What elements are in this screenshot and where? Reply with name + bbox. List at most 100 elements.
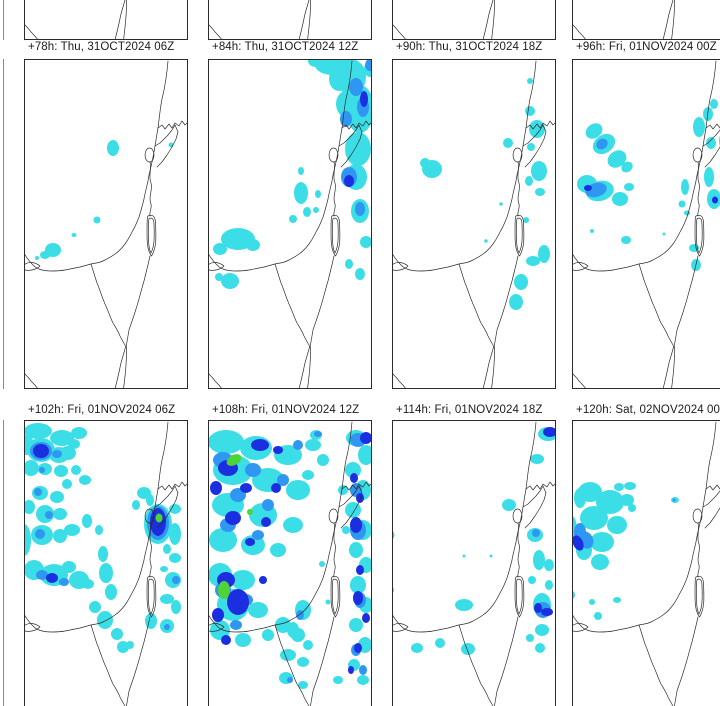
precip-blob-l1	[607, 150, 627, 168]
precip-blob-l1	[624, 183, 634, 191]
precip-blob-l2	[39, 467, 45, 473]
precip-blob-l1	[262, 629, 274, 641]
precip-blob-l1	[336, 90, 360, 118]
precip-blob-l1	[526, 634, 534, 642]
precip-blob-l3	[221, 635, 231, 645]
precip-blob-l3	[225, 511, 241, 525]
forecast-panel	[208, 59, 372, 389]
precip-blob-l1	[526, 256, 540, 266]
precip-blob-l1	[303, 640, 313, 650]
precip-blob-l1	[681, 179, 689, 195]
coastline-borders	[392, 421, 556, 706]
precip-blob-l2	[359, 665, 367, 675]
precip-blob-l1	[489, 554, 493, 558]
precip-blob-l1	[208, 430, 244, 454]
sea-of-galilee-outline	[692, 508, 703, 524]
precip-blob-l1	[280, 649, 296, 661]
precip-blob-l2	[52, 450, 62, 458]
sea-of-galilee-outline	[144, 508, 155, 524]
precip-blob-l1	[531, 161, 547, 181]
precip-blob-l3	[360, 432, 372, 444]
precip-blob-l3	[350, 473, 358, 483]
precip-blob-l1	[79, 475, 91, 485]
precip-blob-l1	[105, 584, 117, 600]
precip-blob-l1	[580, 506, 608, 530]
panel-frame	[572, 420, 720, 706]
precip-blob-l1	[678, 200, 686, 208]
precip-blob-l1	[319, 561, 325, 567]
precip-blob-l1	[169, 504, 181, 514]
precip-blob-l1	[533, 550, 545, 570]
panel-frame	[208, 0, 372, 40]
precip-blob-l1	[420, 158, 430, 168]
precip-blob-l1	[411, 643, 423, 653]
precip-blob-l1	[71, 427, 87, 439]
precip-blob-l1	[345, 502, 361, 518]
precip-blob-l1	[535, 624, 549, 636]
precip-blob-l3	[344, 175, 354, 187]
precip-blob-l1	[82, 579, 94, 589]
precip-blob-l3	[259, 576, 267, 584]
panel-title: +78h: Thu, 31OCT2024 06Z	[28, 41, 175, 53]
precip-blob-l1	[246, 239, 260, 251]
precip-blob-l3	[543, 427, 556, 437]
precip-blob-l1	[349, 618, 363, 632]
sea-of-galilee-outline	[144, 147, 155, 163]
precip-blob-l1	[525, 176, 533, 186]
coastline-borders	[208, 0, 311, 40]
precip-blob-l3	[245, 538, 255, 546]
precip-blob-l1	[514, 274, 528, 290]
precip-blob-l1	[345, 259, 353, 269]
precip-blob-l1	[317, 454, 329, 466]
precip-blob-l1	[345, 462, 361, 478]
precip-blob-l1	[329, 67, 349, 91]
precip-blob-l1	[325, 599, 331, 605]
forecast-panel	[24, 420, 188, 706]
precip-blob-l1	[82, 514, 92, 528]
coastline-borders	[24, 60, 188, 389]
precip-blob-l1	[545, 580, 553, 590]
precip-blob-l1	[283, 517, 303, 533]
precip-blob-l1	[509, 294, 523, 310]
precip-blob-l1	[338, 485, 348, 495]
precip-blob-l1	[71, 465, 81, 475]
precip-blob-l1	[71, 233, 77, 237]
panel-frame	[392, 420, 556, 706]
precip-blob-l3	[348, 666, 354, 674]
precip-blob-l2	[45, 511, 53, 519]
precip-blob-l1	[99, 563, 113, 583]
precip-blob-l1	[530, 454, 544, 464]
precip-blob-l1	[160, 566, 168, 572]
precip-blob-l1	[527, 143, 535, 151]
panel-title: +90h: Thu, 31OCT2024 18Z	[396, 41, 543, 53]
panel-title: +108h: Fri, 01NOV2024 12Z	[212, 404, 360, 416]
precip-blob-l1	[333, 676, 343, 684]
precip-blob-l1	[590, 229, 594, 233]
precip-blob-l3	[261, 517, 271, 527]
precip-blob-l1	[60, 446, 76, 460]
precip-blob-l4	[247, 509, 253, 515]
map-svg	[392, 420, 556, 706]
precip-blob-l1	[171, 600, 181, 614]
precip-blob-l1	[111, 628, 123, 640]
precip-blob-l3	[210, 481, 222, 495]
precip-blob-l4	[155, 513, 163, 523]
precip-blob-l1	[107, 140, 119, 156]
precip-blob-l3	[541, 608, 553, 616]
precip-blob-l1	[248, 602, 268, 618]
precip-blob-l3	[356, 565, 364, 575]
precip-blob-l2	[355, 202, 365, 216]
precip-blob-l1	[704, 167, 714, 187]
precip-blob-l1	[535, 643, 545, 653]
precip-blob-l1	[132, 500, 140, 510]
map-svg	[24, 59, 188, 389]
precip-blob-l3	[360, 91, 368, 107]
precip-blob-l2	[262, 499, 274, 511]
precip-blob-l1	[706, 137, 716, 149]
precip-blob-l1	[462, 554, 466, 558]
precip-blob-l3	[584, 185, 592, 191]
precip-blob-l3	[271, 483, 281, 493]
map-svg	[392, 59, 556, 389]
precip-blob-l1	[287, 622, 299, 638]
precip-blob-l1	[24, 423, 52, 439]
